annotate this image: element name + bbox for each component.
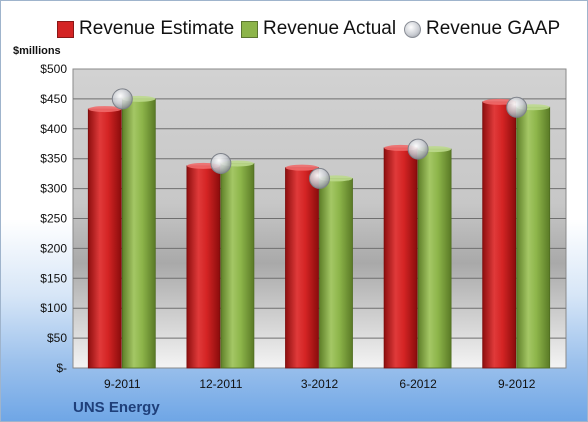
y-tick-label: $150	[40, 271, 67, 285]
x-tick-label: 6-2012	[399, 377, 437, 391]
bar-revenue-actual	[417, 148, 452, 369]
bar-revenue-actual	[121, 98, 156, 369]
bar-revenue-estimate	[383, 147, 418, 369]
x-tick-label: 12-2011	[199, 377, 242, 391]
legend-item-2: Revenue Actual	[241, 15, 396, 43]
bar-top-cap	[88, 106, 122, 113]
marker-revenue-gaap	[309, 167, 330, 189]
y-tick-label: $-	[56, 361, 67, 375]
y-tick-label: $400	[40, 122, 67, 136]
legend-label: Revenue Actual	[263, 18, 397, 39]
company-name: UNS Energy	[73, 399, 160, 416]
legend-circle-icon	[404, 20, 421, 38]
marker-revenue-gaap	[111, 88, 133, 110]
y-tick-label: $450	[40, 92, 67, 106]
legend-swatch-icon	[57, 20, 74, 38]
legend-label: Revenue Estimate	[79, 18, 235, 39]
y-axis-unit-label: $millions	[13, 45, 61, 57]
bar-revenue-actual	[220, 163, 255, 369]
bar-revenue-estimate	[285, 167, 319, 369]
bar-revenue-estimate	[482, 101, 517, 369]
legend-label: Revenue GAAP	[426, 18, 561, 39]
y-tick-label: $50	[47, 331, 67, 345]
legend: Revenue Estimate Revenue Actual Revenue GA…	[1, 15, 587, 43]
marker-revenue-gaap	[407, 138, 429, 160]
bar-revenue-actual	[516, 106, 551, 369]
x-tick-label: 9-2012	[498, 377, 536, 391]
y-tick-label: $250	[40, 212, 67, 226]
y-tick-label: $100	[40, 301, 67, 315]
legend-item-1: Revenue Estimate	[57, 15, 234, 43]
x-tick-label: 9-2011	[104, 377, 141, 391]
bar-top-cap	[285, 164, 319, 171]
marker-revenue-gaap	[210, 152, 232, 174]
legend-item-3: Revenue GAAP	[404, 15, 560, 43]
x-tick-label: 3-2012	[301, 377, 339, 391]
legend-swatch-icon	[241, 20, 258, 38]
bar-revenue-actual	[319, 178, 353, 369]
y-tick-label: $200	[40, 241, 67, 255]
y-tick-label: $350	[40, 152, 67, 166]
marker-revenue-gaap	[506, 96, 528, 118]
y-tick-label: $300	[40, 182, 67, 196]
y-tick-label: $500	[40, 62, 67, 76]
bar-revenue-estimate	[186, 165, 221, 369]
bar-revenue-estimate	[87, 108, 122, 369]
